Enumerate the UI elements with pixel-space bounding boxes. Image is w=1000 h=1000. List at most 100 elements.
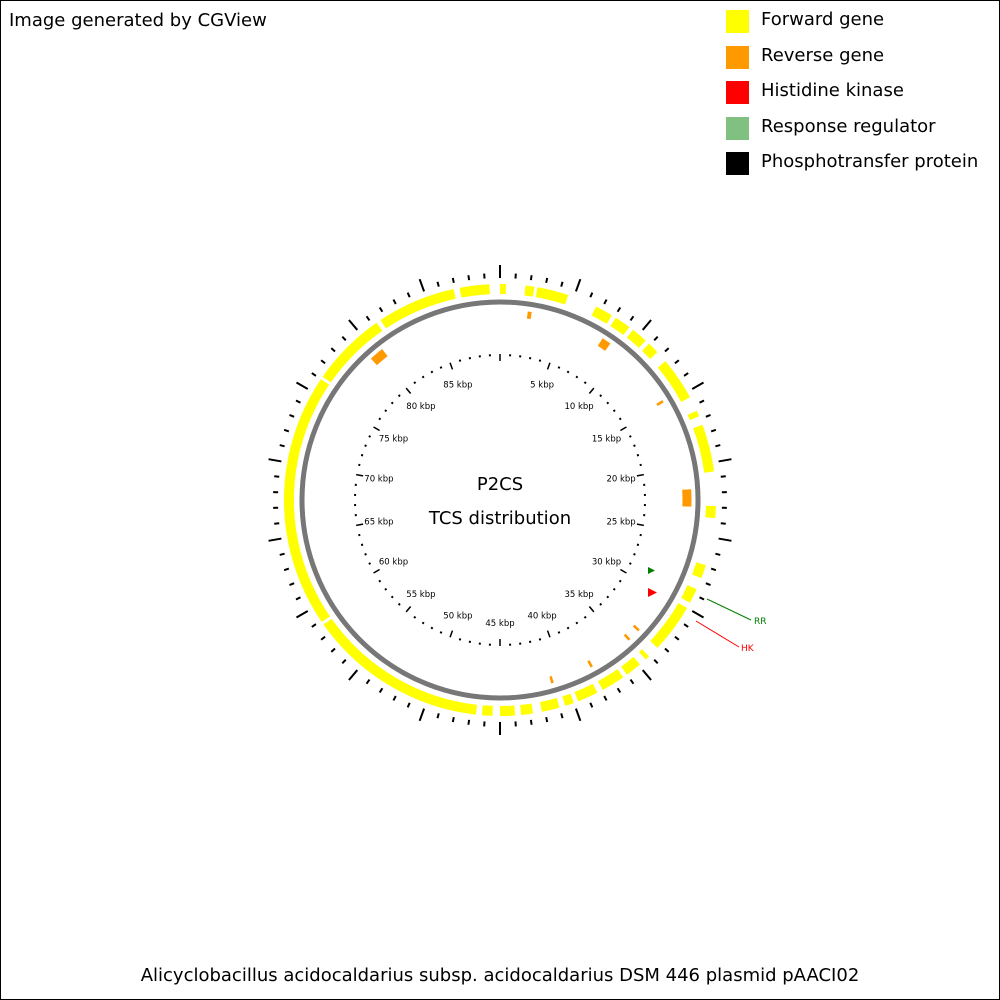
inner-scale-ring [354,354,646,646]
scale-minor-tick [557,631,561,634]
legend-swatch-histidine-kinase [726,81,749,104]
scale-minor-tick [458,359,462,362]
outer-minor-tick [289,582,295,586]
outer-minor-tick [529,719,533,725]
scale-minor-tick [636,453,640,457]
outer-minor-tick [720,475,726,478]
scale-minor-tick [599,602,603,606]
scale-minor-tick [364,553,367,556]
outer-major-tick [574,708,582,722]
scale-minor-tick [397,602,401,606]
scale-minor-tick [538,359,542,362]
outer-major-tick [574,278,582,292]
outer-major-tick [691,381,705,390]
scale-minor-tick [458,638,462,641]
scale-minor-tick [397,394,401,398]
forward-gene [687,410,700,421]
outer-major-tick [268,458,282,463]
outer-minor-tick [629,315,635,321]
reverse-gene [656,400,664,407]
outer-major-tick [718,537,732,542]
outer-minor-tick [311,372,317,377]
outer-minor-tick [451,277,455,284]
scale-minor-tick [390,401,394,405]
scale-minor-tick [628,435,632,438]
scale-major-tick [356,523,364,527]
outer-minor-tick [467,719,471,725]
forward-gene [535,287,569,305]
backbone-ring [299,299,701,701]
forward-gene [562,693,574,706]
outer-minor-tick [436,713,440,719]
scale-major-tick [356,473,364,477]
reverse-gene [623,633,631,641]
outer-major-tick [641,319,652,331]
forward-gene [591,306,612,324]
scale-minor-tick [439,631,443,634]
forward-gene [459,284,490,298]
outer-minor-tick [279,444,285,448]
legend-swatch-phosphotransfer-protein [726,152,749,175]
scale-minor-tick [557,366,561,369]
outer-minor-tick [295,399,301,404]
scale-tick-label: 15 kbp [592,435,621,445]
scale-tick-label: 85 kbp [443,380,472,390]
reverse-gene [632,624,640,632]
forward-gene [693,424,715,473]
scale-major-tick [620,426,627,432]
outer-minor-tick [653,336,659,342]
outer-minor-tick [406,292,411,298]
outer-minor-tick [392,299,397,305]
scale-tick-label: 45 kbp [485,619,514,629]
outer-minor-tick [705,414,711,418]
legend-swatch-response-regulator [726,116,749,140]
forward-gene [626,329,646,348]
outer-minor-tick [674,635,680,641]
legend-label-reverse-gene: Reverse gene [761,44,885,66]
forward-gene [610,317,630,336]
outer-major-tick [418,278,426,292]
outer-tick-ring [268,265,732,735]
forward-gene [284,379,331,623]
hk-callout-line [695,620,740,648]
scale-minor-tick [413,381,417,385]
outer-minor-tick [274,522,280,525]
outer-minor-tick [683,623,689,628]
scale-major-tick [449,630,454,638]
scale-tick-label: 75 kbp [379,435,408,445]
scale-major-tick [449,362,454,370]
outer-minor-tick [341,658,347,664]
forward-gene [481,705,493,716]
reverse-gene [549,676,554,684]
outer-minor-tick [378,687,384,694]
reverse-gene [526,311,532,320]
scale-minor-tick [360,543,364,547]
scale-minor-tick [430,626,434,630]
scale-minor-tick [633,444,636,447]
outer-minor-tick [365,315,371,321]
forward-gene [650,602,688,648]
outer-minor-tick [560,713,564,719]
legend-swatch-reverse-gene [726,45,749,69]
forward-gene [322,322,383,383]
scale-major-tick [636,473,644,477]
outer-minor-tick [279,552,285,556]
hk-callout-label: HK [741,644,755,654]
outer-minor-tick [603,299,608,305]
scale-major-tick [373,568,380,574]
outer-major-tick [691,610,705,619]
reverse-gene [370,349,388,366]
scale-minor-tick [575,621,579,625]
forward-gene [539,698,560,712]
outer-minor-tick [283,428,290,433]
outer-minor-tick [653,658,659,664]
outer-minor-tick [392,695,397,701]
scale-minor-tick [360,453,364,457]
scale-major-tick [373,426,380,432]
legend-label-response-regulator: Response regulator [761,115,936,137]
outer-minor-tick [320,635,326,641]
outer-minor-tick [664,347,670,353]
outer-minor-tick [330,647,336,653]
outer-minor-tick [664,647,670,653]
reverse-gene [587,660,593,668]
